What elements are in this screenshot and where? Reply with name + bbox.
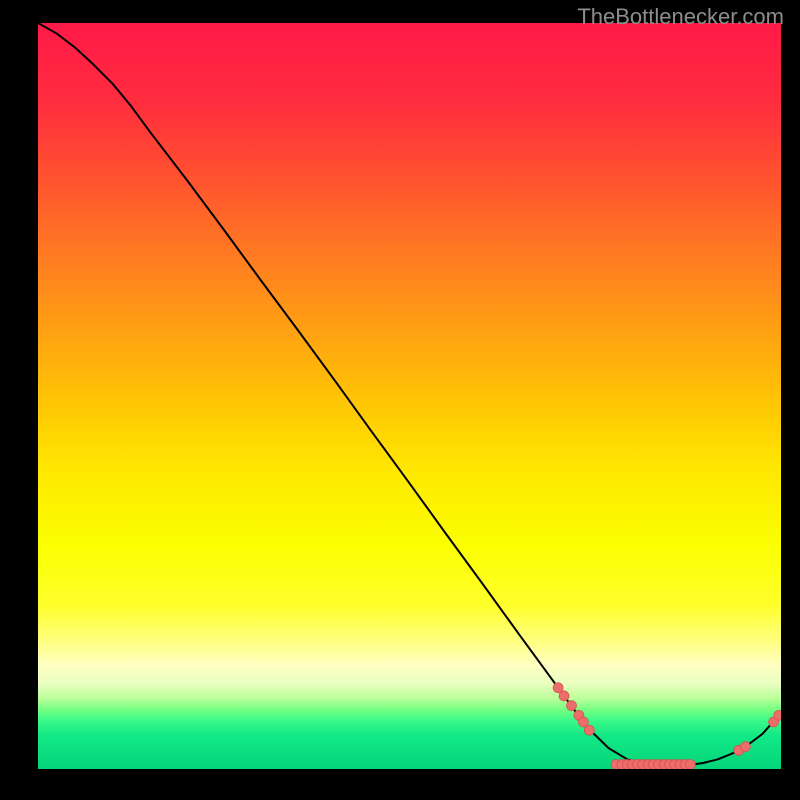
data-marker	[566, 701, 576, 711]
data-marker	[685, 760, 695, 769]
data-marker	[559, 691, 569, 701]
gradient-background	[38, 23, 781, 769]
chart-stage: TheBottlenecker.com	[0, 0, 800, 800]
data-marker	[774, 710, 781, 720]
data-marker	[584, 725, 594, 735]
data-marker	[740, 742, 750, 752]
chart-svg	[38, 23, 781, 769]
watermark-label: TheBottlenecker.com	[577, 4, 784, 30]
